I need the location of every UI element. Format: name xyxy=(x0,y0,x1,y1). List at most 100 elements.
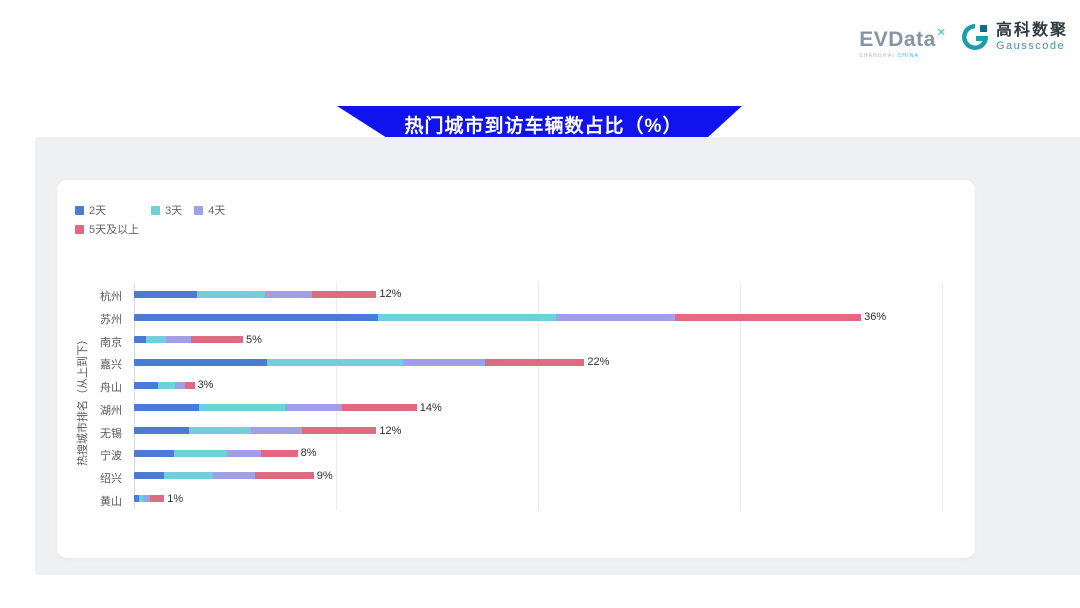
bar-segment xyxy=(174,449,227,457)
gausscode-logo-cn: 高科数聚 xyxy=(995,22,1068,40)
bar-segment xyxy=(485,358,585,366)
bar-segment xyxy=(146,336,167,344)
bar-total-label: 8% xyxy=(300,447,317,460)
bar-segment xyxy=(134,336,147,344)
bar-segment xyxy=(265,290,312,298)
bar-row: 9% xyxy=(134,465,942,488)
bar-row: 3% xyxy=(134,374,942,397)
bar-row: 36% xyxy=(134,306,942,329)
legend-item-4天[interactable]: 4天 xyxy=(194,202,225,218)
bar-row: 12% xyxy=(134,283,942,306)
legend-label: 3天 xyxy=(165,205,183,217)
title-banner: 热门城市到访车辆数占比（%） xyxy=(337,106,742,143)
legend-item-2天[interactable]: 2天 xyxy=(75,202,106,218)
evdata-logo-text: EVData xyxy=(859,28,936,51)
bar-segment xyxy=(188,427,252,435)
bar-segment xyxy=(261,449,298,457)
gausscode-logo-icon xyxy=(961,24,988,50)
legend-swatch xyxy=(194,205,204,215)
bar-segment xyxy=(311,290,377,298)
bar-total-label: 36% xyxy=(864,311,887,324)
y-axis-label: 无锡 xyxy=(100,427,122,440)
y-axis-label: 舟山 xyxy=(100,382,122,395)
y-axis-label: 南京 xyxy=(100,336,122,349)
bar-segment xyxy=(285,404,343,412)
bar-segment xyxy=(556,313,676,321)
gausscode-logo-texts: 高科数聚 Gausscode xyxy=(996,22,1068,52)
y-axis-labels: 杭州 苏州 南京 嘉兴 舟山 湖州 无锡 宁波 绍兴 黄山 xyxy=(70,283,128,510)
legend-swatch xyxy=(75,224,84,234)
bar-segment xyxy=(139,495,144,503)
y-axis-label: 湖州 xyxy=(100,404,122,417)
gridline xyxy=(538,283,539,510)
bar-segment xyxy=(134,290,197,298)
gausscode-logo: 高科数聚 Gausscode xyxy=(960,22,1068,52)
y-axis-label: 嘉兴 xyxy=(100,359,122,372)
bar-total-label: 1% xyxy=(167,492,184,505)
bar-segment xyxy=(175,381,186,389)
legend-label: 4天 xyxy=(208,205,226,217)
bar-row: 22% xyxy=(134,351,942,374)
bar-segment xyxy=(267,358,403,366)
bar-segment xyxy=(134,313,379,321)
bar-segment xyxy=(143,495,151,503)
y-axis-label: 宁波 xyxy=(100,450,122,463)
gausscode-logo-en: Gausscode xyxy=(995,39,1066,52)
gridline xyxy=(740,283,741,510)
bar-row: 8% xyxy=(134,442,942,465)
bar-segment xyxy=(134,427,189,435)
bar-segment xyxy=(301,427,377,435)
bar-segment xyxy=(251,427,302,435)
bar-total-label: 12% xyxy=(379,424,402,437)
bar-segment xyxy=(185,381,195,389)
bar-total-label: 3% xyxy=(197,379,214,392)
bar-total-label: 9% xyxy=(316,469,333,482)
legend-row: 5天及以上 xyxy=(75,221,225,237)
y-axis-line xyxy=(134,283,135,510)
bar-segment xyxy=(212,472,256,480)
gridline xyxy=(942,283,943,510)
bar-segment xyxy=(150,495,165,503)
bar-segment xyxy=(134,449,175,457)
bar-total-label: 5% xyxy=(246,333,262,346)
y-axis-label: 黄山 xyxy=(100,495,122,508)
bar-total-label: 14% xyxy=(419,401,442,414)
legend-item-5天及以上[interactable]: 5天及以上 xyxy=(75,221,139,237)
gridline xyxy=(336,283,337,510)
legend-label: 2天 xyxy=(89,205,107,217)
bar-segment xyxy=(255,472,314,480)
bar-segment xyxy=(134,472,165,480)
evdata-x-icon: ✕ xyxy=(936,27,946,39)
bar-segment xyxy=(166,336,191,344)
bar-segment xyxy=(342,404,417,412)
header-logos: EVData✕ SHANGHAI CHINA 高科数聚 Gausscode xyxy=(859,22,1068,59)
legend-swatch xyxy=(151,205,161,215)
chart-legend: 2天 3天 4天 5天及以上 xyxy=(75,202,225,237)
plot-area: 12% 36% 5% 22% 3% 14% 12% 8% 9% 1% xyxy=(134,283,943,510)
bar-segment xyxy=(134,404,199,412)
bar-segment xyxy=(190,336,244,344)
legend-swatch xyxy=(75,205,84,215)
y-axis-label: 杭州 xyxy=(100,291,122,304)
y-axis-label: 苏州 xyxy=(100,314,122,327)
bar-total-label: 12% xyxy=(379,288,402,301)
legend-label: 5天及以上 xyxy=(89,224,140,236)
bar-segment xyxy=(378,313,557,321)
bar-segment xyxy=(198,404,286,412)
bar-segment xyxy=(134,358,268,366)
evdata-logo: EVData✕ SHANGHAI CHINA xyxy=(859,22,946,59)
page-title: 热门城市到访车辆数占比（%） xyxy=(404,116,683,137)
bar-total-label: 22% xyxy=(587,356,610,369)
bar-segment xyxy=(164,472,213,480)
bar-segment xyxy=(158,381,176,389)
legend-item-3天[interactable]: 3天 xyxy=(151,202,182,218)
bar-segment xyxy=(226,449,262,457)
bar-segment xyxy=(134,495,140,503)
legend-row: 2天 3天 4天 xyxy=(75,202,225,218)
bar-segment xyxy=(196,290,266,298)
bar-row: 5% xyxy=(134,328,942,351)
bar-row: 1% xyxy=(134,487,942,510)
bar-row: 12% xyxy=(134,419,942,442)
evdata-logo-subtext: SHANGHAI CHINA xyxy=(859,53,920,59)
